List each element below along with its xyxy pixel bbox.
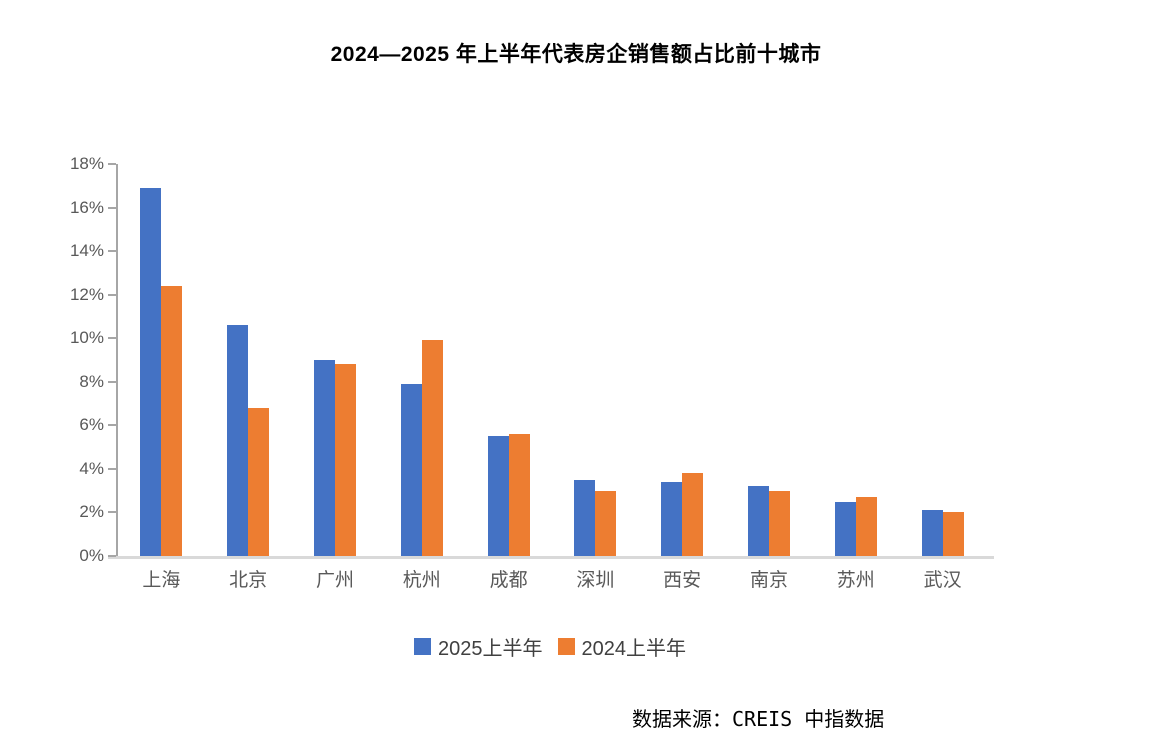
bar-series-1-category-7 (769, 490, 790, 556)
y-axis-line (116, 164, 118, 556)
y-axis-tick-label: 18% (69, 154, 104, 173)
bar-series-1-category-3 (421, 340, 443, 556)
y-axis-tick-label: 6% (79, 415, 104, 435)
y-axis-tick-mark (108, 337, 116, 340)
bar-series-1-category-6 (682, 473, 704, 556)
y-axis-tick-label: 0% (79, 546, 104, 565)
y-axis-tick-mark (108, 511, 116, 514)
y-axis-tick-mark (108, 206, 116, 209)
x-axis-label: 上海 (142, 570, 181, 591)
bar-series-0-category-9 (921, 510, 943, 556)
legend-label: 2024上半年 (581, 637, 687, 660)
bar-series-0-category-6 (661, 481, 683, 556)
legend-swatch-icon (414, 637, 431, 655)
y-axis-tick-mark (108, 163, 116, 165)
y-axis-tick-mark (108, 424, 116, 427)
y-axis-tick-label: 2% (79, 502, 104, 522)
y-axis-tick-mark (108, 555, 116, 557)
bar-series-0-category-3 (400, 383, 422, 556)
x-axis-label: 苏州 (836, 570, 875, 591)
x-axis-label: 武汉 (923, 570, 962, 591)
y-axis-tick-label: 8% (79, 371, 104, 391)
legend-swatch-icon (557, 637, 575, 655)
x-axis-label: 西安 (663, 570, 702, 591)
bar-series-0-category-4 (487, 436, 509, 556)
x-axis-label: 成都 (489, 570, 528, 591)
y-axis-tick-mark (108, 380, 116, 383)
y-axis-tick-mark (108, 467, 116, 470)
bar-series-0-category-5 (574, 479, 596, 556)
bar-series-1-category-2 (335, 364, 356, 556)
bar-series-0-category-0 (140, 187, 162, 556)
legend-item-1: 2024上半年 (557, 632, 687, 661)
x-axis-baseline (108, 556, 994, 559)
bar-series-0-category-2 (314, 360, 335, 556)
bar-series-1-category-1 (248, 407, 270, 556)
x-axis-label: 深圳 (576, 570, 615, 591)
bar-series-1-category-4 (508, 434, 530, 556)
chart-title: 2024—2025 年上半年代表房企销售额占比前十城市 (330, 43, 822, 66)
bar-series-1-category-8 (855, 497, 877, 556)
x-axis-label: 广州 (315, 570, 354, 591)
bar-series-0-category-7 (748, 486, 769, 556)
legend-label: 2025上半年 (438, 637, 543, 660)
data-source-note: 数据来源：CREIS 中指数据 (632, 707, 885, 731)
bar-series-1-category-9 (942, 512, 964, 556)
legend-item-0: 2025上半年 (414, 632, 543, 661)
bar-series-0-category-8 (834, 501, 856, 556)
bar-series-0-category-1 (227, 325, 249, 556)
y-axis-tick-label: 14% (69, 241, 104, 261)
y-axis-tick-mark (108, 293, 116, 296)
x-axis-label: 北京 (229, 570, 268, 591)
x-axis-label: 南京 (749, 570, 788, 591)
y-axis-tick-mark (108, 250, 116, 253)
x-axis-label: 杭州 (402, 570, 441, 591)
legend: 2025上半年 2024上半年 (110, 632, 990, 660)
y-axis-tick-label: 12% (69, 284, 104, 304)
y-axis-tick-label: 16% (69, 197, 104, 217)
plot-area: 0% 2% 4% 6% 8% 10% 12% 14% 16% 18% 上海 北京 广州 杭州 成都 深圳 西安 南… (70, 154, 994, 591)
y-axis-tick-label: 10% (69, 328, 104, 348)
bar-series-1-category-0 (161, 285, 183, 556)
y-axis-tick-label: 4% (79, 458, 104, 478)
bar-series-1-category-5 (595, 490, 617, 556)
